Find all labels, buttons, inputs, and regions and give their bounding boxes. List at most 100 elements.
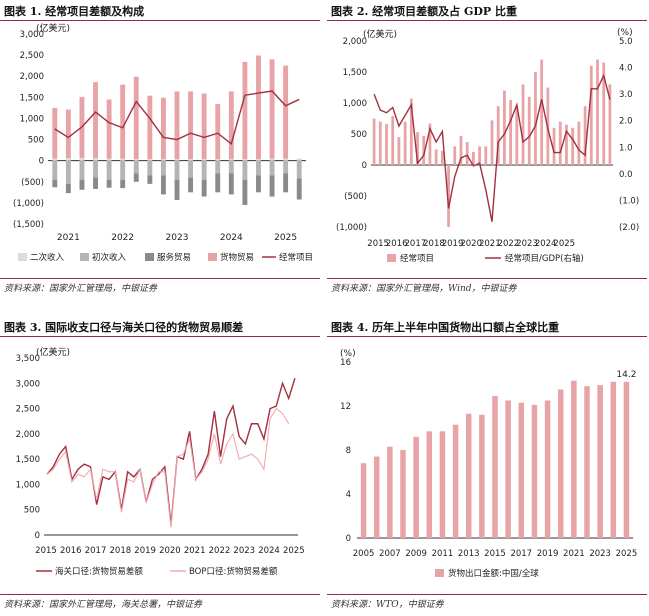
bar-二次收入 (79, 158, 85, 161)
bar-经常项目 (589, 65, 593, 165)
bar-初次收入 (256, 160, 261, 176)
y-tick-label: 500 (24, 506, 40, 516)
bar-货物贸易 (65, 109, 71, 159)
bar-经常项目 (496, 106, 500, 165)
bar-经常项目 (378, 121, 382, 165)
bar-经常项目 (571, 127, 575, 165)
bar-货物贸易 (256, 55, 261, 159)
y2-tick-label: 1.0 (619, 143, 633, 153)
y2-tick-label: 3.0 (619, 90, 633, 100)
bar-货物贸易 (228, 91, 234, 159)
x-tick-label: 2017 (405, 239, 427, 249)
x-tick-label: 2023 (166, 233, 189, 243)
x-tick-label: 2021 (563, 549, 585, 559)
bar-出口占比 (465, 413, 472, 538)
legend-label: 服务贸易 (157, 252, 191, 263)
bar-经常项目 (583, 106, 587, 165)
y-tick-label: (1,000) (13, 199, 44, 209)
bar-二次收入 (106, 158, 112, 161)
y2-tick-label: (2.0) (619, 223, 639, 233)
bar-服务贸易 (93, 177, 98, 189)
x-tick-label: 2005 (353, 549, 375, 559)
y-axis-label: (亿美元) (36, 346, 70, 358)
y-tick-label: 0 (35, 531, 40, 541)
bar-货物贸易 (283, 65, 289, 159)
legend-label: BOP口径:货物贸易差额 (189, 566, 278, 577)
x-tick-label: 2021 (479, 239, 501, 249)
bar-初次收入 (188, 160, 194, 178)
bar-经常项目 (540, 59, 544, 165)
x-tick-label: 2025 (553, 239, 575, 249)
bar-服务贸易 (242, 179, 248, 205)
bar-货物贸易 (269, 59, 275, 159)
chart-title: 图表 3. 国际收支口径与海关口径的货物贸易顺差 (4, 321, 244, 334)
y-tick-label: 16 (340, 358, 351, 368)
bar-初次收入 (52, 160, 58, 180)
bar-出口占比 (623, 381, 630, 538)
bar-出口占比 (373, 456, 380, 538)
x-tick-label: 2023 (589, 549, 611, 559)
legend-swatch (18, 253, 27, 261)
bar-二次收入 (283, 158, 289, 161)
bar-服务贸易 (256, 175, 261, 193)
bar-货物贸易 (160, 97, 166, 159)
data-label: 14.2 (616, 370, 636, 380)
bar-经常项目 (558, 121, 562, 165)
bar-出口占比 (597, 385, 603, 538)
legend-swatch (145, 253, 154, 261)
bar-经常项目 (509, 99, 513, 165)
chart-3: (亿美元) 0 500 1,000 1,500 2,000 2,500 3,000 3,500 2… (16, 346, 305, 577)
bar-经常项目 (428, 123, 432, 165)
bar-货物贸易 (147, 95, 153, 159)
bar-初次收入 (174, 160, 180, 180)
bar-货物贸易 (174, 91, 180, 159)
bar-二次收入 (296, 158, 302, 161)
bar-出口占比 (584, 386, 590, 538)
source-note: 资料来源：国家外汇管理局，中银证券 (4, 284, 158, 294)
bar-二次收入 (65, 158, 71, 161)
x-tick-label: 2022 (498, 239, 520, 249)
x-tick-label: 2017 (510, 549, 532, 559)
y-tick-label: 1,500 (16, 455, 40, 465)
bar-二次收入 (133, 158, 139, 161)
bar-经常项目 (596, 59, 599, 165)
x-tick-label: 2020 (460, 239, 482, 249)
x-tick-label: 2022 (111, 233, 134, 243)
bar-货物贸易 (106, 99, 112, 159)
panel-3: 图表 3. 国际收支口径与海关口径的货物贸易顺差 (亿美元) 0 500 1,000 1… (0, 316, 320, 616)
bar-经常项目 (453, 146, 457, 165)
y-tick-label: 500 (351, 130, 367, 140)
bar-二次收入 (188, 158, 194, 161)
bar-经常项目 (490, 120, 494, 165)
bar-货物贸易 (133, 76, 139, 159)
bar-货物贸易 (201, 93, 207, 159)
bar-出口占比 (387, 446, 393, 538)
bar-出口占比 (571, 380, 577, 538)
bar-二次收入 (201, 158, 207, 161)
legend-swatch (387, 254, 396, 262)
bar-经常项目 (484, 146, 488, 165)
divider (327, 594, 647, 595)
bar-经常项目 (372, 118, 376, 165)
bar-出口占比 (531, 404, 538, 538)
bar-服务贸易 (133, 173, 139, 182)
bar-服务贸易 (296, 178, 302, 200)
bar-经常项目 (403, 121, 407, 165)
bar-出口占比 (505, 400, 511, 538)
bar-服务贸易 (106, 179, 112, 188)
legend-label: 经常项目 (400, 253, 434, 264)
bar-出口占比 (439, 431, 446, 538)
bar-经常项目 (397, 137, 401, 165)
y-tick-label: 0 (39, 157, 44, 167)
y-tick-label: 0 (346, 534, 351, 544)
bar-服务贸易 (120, 179, 126, 189)
bar-服务贸易 (269, 175, 275, 197)
y-tick-label: 1,500 (20, 93, 44, 103)
x-tick-label: 2025 (283, 546, 305, 556)
bar-服务贸易 (228, 173, 234, 195)
y2-tick-label: (1.0) (619, 196, 639, 206)
y2-tick-label: 4.0 (619, 64, 633, 74)
bar-二次收入 (147, 158, 153, 161)
bar-服务贸易 (283, 173, 289, 193)
bar-货物贸易 (215, 104, 221, 159)
